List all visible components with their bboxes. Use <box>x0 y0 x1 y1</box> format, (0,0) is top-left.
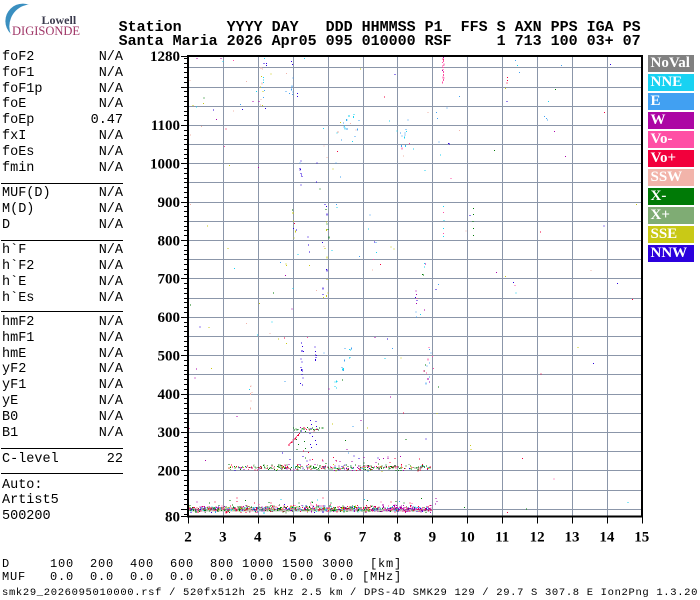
svg-text:12: 12 <box>530 530 545 546</box>
svg-text:900: 900 <box>158 195 181 211</box>
svg-text:200: 200 <box>158 464 181 480</box>
svg-text:1100: 1100 <box>151 118 180 134</box>
svg-text:4: 4 <box>254 530 262 546</box>
svg-text:800: 800 <box>158 233 181 249</box>
svg-text:5: 5 <box>289 530 297 546</box>
svg-text:13: 13 <box>565 530 580 546</box>
svg-text:9: 9 <box>429 530 437 546</box>
svg-text:600: 600 <box>158 310 181 326</box>
svg-text:400: 400 <box>158 387 181 403</box>
svg-text:10: 10 <box>460 530 475 546</box>
svg-text:8: 8 <box>394 530 402 546</box>
svg-text:11: 11 <box>495 530 509 546</box>
svg-text:2: 2 <box>184 530 192 546</box>
svg-text:14: 14 <box>599 530 615 546</box>
svg-text:700: 700 <box>158 272 181 288</box>
svg-text:6: 6 <box>324 530 332 546</box>
svg-text:500: 500 <box>158 349 181 365</box>
svg-text:15: 15 <box>634 530 649 546</box>
svg-text:1280: 1280 <box>150 49 180 65</box>
svg-text:3: 3 <box>219 530 227 546</box>
svg-text:7: 7 <box>359 530 367 546</box>
svg-text:1000: 1000 <box>150 157 180 173</box>
svg-text:80: 80 <box>165 510 180 526</box>
svg-text:300: 300 <box>158 425 181 441</box>
